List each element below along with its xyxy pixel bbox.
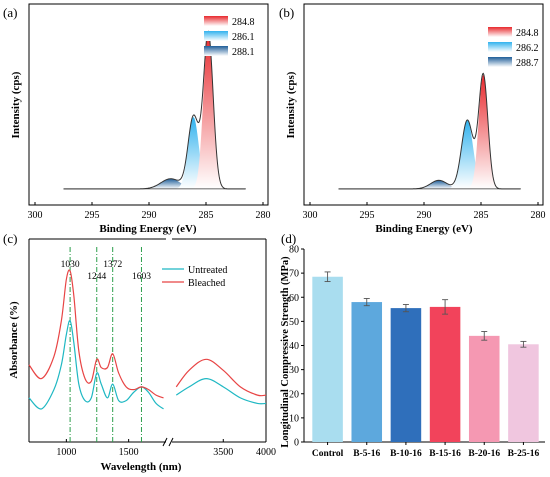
xtick-label: 290: [142, 210, 157, 221]
panel-a-legend: 284.8 286.1 288.1: [204, 16, 255, 58]
panel-c-xticks: 1000 1500 3500 4000: [56, 439, 276, 458]
legend-swatch: [204, 31, 228, 41]
panel-d-ylabel: Longitudinal Compressive Strength (MPa): [280, 256, 291, 448]
peak-288-7: [380, 180, 497, 189]
legend-label: 288.7: [516, 58, 539, 69]
xtick-label: 4000: [256, 447, 276, 458]
category-label: Control: [312, 449, 344, 459]
panel-a-label: (a): [3, 5, 17, 20]
panel-a-plot: [63, 30, 246, 190]
legend-swatch: [488, 42, 512, 52]
xtick-label: 290: [417, 210, 432, 221]
xtick-label: 1500: [119, 447, 139, 458]
xtick-label: 280: [531, 210, 546, 221]
panel-c-plot: 1030 1244 1372 1603: [28, 238, 267, 447]
ytick-label: 70: [289, 269, 299, 280]
legend-label: 286.1: [232, 32, 255, 43]
panel-b-legend: 284.8 286.2 288.7: [488, 27, 539, 69]
category-label: B-15-16: [429, 449, 461, 459]
xtick-label: 285: [199, 210, 214, 221]
ytick-label: 20: [289, 389, 299, 400]
panel-d-plot: 0 10 20 30 40 50 60 70 80 Control B-5-16 B-10-16 B-1…: [289, 245, 545, 459]
panel-b-ylabel: Intensity (cps): [285, 71, 297, 138]
legend-label: 288.1: [232, 47, 255, 58]
bar-control: [312, 276, 343, 442]
xtick-label: 300: [303, 210, 318, 221]
legend-label: Bleached: [188, 278, 225, 289]
panel-a-ylabel: Intensity (cps): [10, 71, 22, 138]
series-line-bleached: [175, 358, 267, 397]
envelope-line: [338, 72, 521, 190]
panel-c-label: (c): [3, 231, 17, 246]
axis-break-mark: [162, 437, 174, 447]
peak-284-8: [174, 32, 243, 189]
peak-annotation: 1603: [132, 272, 151, 282]
xtick-label: 280: [256, 210, 271, 221]
ytick-label: 80: [289, 245, 299, 256]
xtick-label: 1000: [56, 447, 76, 458]
peak-annotation: 1244: [87, 272, 106, 282]
series-line-bleached: [28, 269, 164, 399]
category-label: B-25-16: [508, 449, 540, 459]
legend-label: 284.8: [516, 28, 539, 39]
peak-annotation: 1372: [103, 260, 122, 270]
xtick-label: 295: [85, 210, 100, 221]
bar-b-15-16: [429, 306, 461, 442]
bar-b-20-16: [468, 335, 500, 442]
xtick-label: 300: [28, 210, 43, 221]
xtick-label: 295: [360, 210, 375, 221]
panel-c: (c) 1030 1244 1372 1603 1000 1500 3500 4000 Wa…: [3, 231, 276, 473]
panel-a-xticks: 300 295 290 285 280: [28, 202, 271, 221]
ytick-label: 30: [289, 365, 299, 376]
panel-d-label: (d): [281, 231, 296, 246]
xtick-label: 3500: [213, 447, 233, 458]
category-label: B-10-16: [390, 449, 422, 459]
bar-b-10-16: [390, 308, 422, 442]
panel-b: (b) 300 295 290 285 280 Binding Energy (eV) …: [279, 3, 546, 235]
series-line-untreated: [175, 377, 267, 405]
panel-b-label: (b): [279, 5, 294, 20]
ytick-label: 60: [289, 293, 299, 304]
legend-swatch: [204, 16, 228, 26]
panel-c-ylabel: Absorbance (%): [8, 301, 20, 379]
peak-288-1: [102, 178, 240, 189]
ytick-label: 40: [289, 341, 299, 352]
legend-swatch: [488, 27, 512, 37]
panel-b-plot: [338, 72, 521, 190]
panel-c-xlabel: Wavelength (nm): [101, 461, 182, 473]
legend-label: 286.2: [516, 43, 539, 54]
panel-d: (d) 0 10 20 30 40 50 60 70 80 Control B-5-16 B-10-1…: [280, 231, 545, 459]
ytick-label: 10: [289, 413, 299, 424]
legend-label: Untreated: [188, 265, 227, 276]
peak-284-8: [450, 75, 516, 189]
panel-a: (a) 300 295 290 285 280 Binding Energy (eV) …: [3, 3, 271, 235]
category-label: B-20-16: [468, 449, 500, 459]
bar-b-25-16: [508, 344, 539, 442]
panel-b-xlabel: Binding Energy (eV): [375, 223, 473, 235]
category-label: B-5-16: [353, 449, 380, 459]
xtick-label: 285: [474, 210, 489, 221]
panel-b-xticks: 300 295 290 285 280: [303, 202, 546, 221]
panel-c-legend: Untreated Bleached: [162, 265, 227, 289]
bar-b-5-16: [351, 302, 383, 442]
ytick-label: 0: [294, 438, 299, 449]
legend-swatch: [488, 57, 512, 67]
panel-a-xlabel: Binding Energy (eV): [99, 223, 197, 235]
ytick-label: 50: [289, 317, 299, 328]
legend-label: 284.8: [232, 17, 255, 28]
peak-286-1: [155, 117, 232, 189]
peak-286-2: [426, 120, 509, 189]
legend-swatch: [204, 46, 228, 56]
peak-annotation: 1030: [61, 260, 80, 270]
